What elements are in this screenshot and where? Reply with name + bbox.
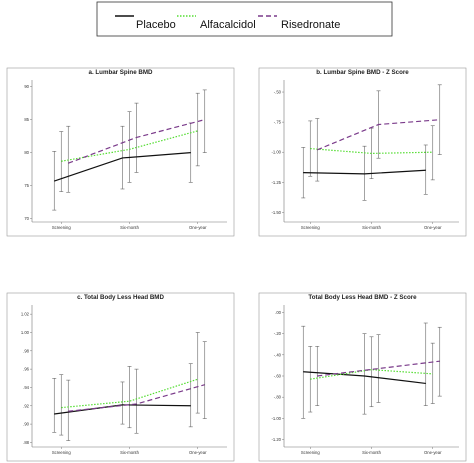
x-tick-label: Screening: [52, 225, 72, 230]
y-tick-label: 90: [24, 84, 29, 89]
panel-title: c. Total Body Less Head BMD: [77, 294, 164, 301]
panel-frame: [259, 68, 466, 236]
y-tick-label: 85: [24, 117, 29, 122]
panel-title: b. Lumbar Spine BMD - Z Score: [316, 69, 409, 76]
y-tick-label: -1.25: [271, 180, 281, 185]
panel-frame: [7, 293, 234, 461]
y-tick-label: 1.00: [21, 330, 30, 335]
legend: Placebo Alfacalcidol Risedronate: [97, 2, 392, 36]
x-tick-label: One-year: [189, 450, 207, 455]
y-tick-label: 1.02: [21, 312, 30, 317]
panel-title: Total Body Less Head BMD - Z Score: [308, 294, 417, 301]
x-tick-label: Six-month: [362, 450, 382, 455]
x-tick-label: Screening: [301, 450, 321, 455]
y-tick-label: .94: [23, 385, 29, 390]
x-tick-label: Six-month: [120, 450, 140, 455]
panel-title: a. Lumbar Spine BMD: [89, 69, 153, 76]
y-tick-label: -1.00: [271, 416, 281, 421]
panel-frame: [7, 68, 234, 236]
legend-label-placebo: Placebo: [136, 19, 176, 31]
y-tick-label: -.50: [274, 90, 282, 95]
y-tick-label: 70: [24, 216, 29, 221]
x-tick-label: Six-month: [362, 225, 382, 230]
y-tick-label: -.40: [274, 352, 282, 357]
y-tick-label: .98: [23, 348, 29, 353]
y-tick-label: -.60: [274, 374, 282, 379]
y-tick-label: 75: [24, 183, 29, 188]
x-tick-label: Screening: [52, 450, 72, 455]
x-tick-label: One-year: [424, 225, 442, 230]
chart-panel-3: c. Total Body Less Head BMD 1.02 1.00 .98 .9…: [7, 293, 234, 461]
x-tick-label: Screening: [301, 225, 321, 230]
y-tick-label: -.75: [274, 120, 282, 125]
y-tick-label: -.20: [274, 331, 282, 336]
y-tick-label: -1.50: [271, 210, 281, 215]
y-tick-label: -1.20: [271, 437, 281, 442]
y-tick-label: .92: [23, 403, 29, 408]
x-tick-label: One-year: [189, 225, 207, 230]
y-tick-label: .00: [275, 310, 281, 315]
y-tick-label: .96: [23, 367, 29, 372]
y-tick-label: -.80: [274, 395, 282, 400]
y-tick-label: .90: [23, 422, 29, 427]
panel-frame: [259, 293, 466, 461]
legend-label-alfacalcidol: Alfacalcidol: [200, 19, 256, 31]
y-tick-label: -1.00: [271, 150, 281, 155]
legend-label-risedronate: Risedronate: [281, 19, 340, 31]
chart-panel-1: a. Lumbar Spine BMD 70 75 80 85 90 Screening Si…: [7, 68, 234, 236]
y-tick-label: 80: [24, 150, 29, 155]
y-tick-label: .88: [23, 440, 29, 445]
chart-panel-4: Total Body Less Head BMD - Z Score .00 -.2…: [259, 293, 466, 461]
x-tick-label: One-year: [424, 450, 442, 455]
panels: a. Lumbar Spine BMD 70 75 80 85 90 Screening Si…: [7, 68, 466, 461]
x-tick-label: Six-month: [120, 225, 140, 230]
chart-panel-2: b. Lumbar Spine BMD - Z Score -.50 -.75 -1.…: [259, 68, 466, 236]
